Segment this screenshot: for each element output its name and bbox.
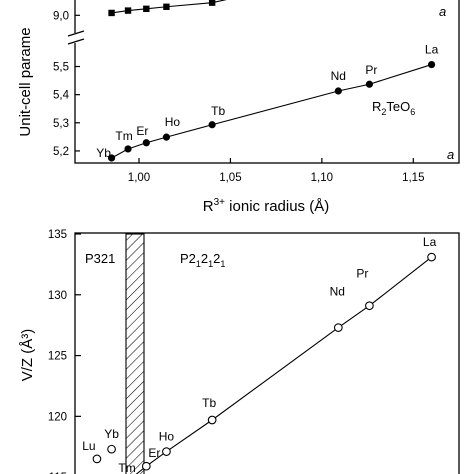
point-label: La xyxy=(425,43,439,57)
x-tick-label: 1,10 xyxy=(311,172,333,184)
point-label: La xyxy=(423,235,437,249)
data-point xyxy=(365,80,373,88)
x-axis-label: R3+ ionic radius (Å) xyxy=(203,197,329,215)
point-label: Nd xyxy=(330,285,345,299)
point-label: Yb xyxy=(96,146,111,160)
y-tick-label: 130 xyxy=(48,290,67,302)
data-point xyxy=(208,121,216,129)
point-label: Tm xyxy=(115,129,132,143)
data-point-square xyxy=(108,9,115,17)
data-point-square xyxy=(208,0,216,6)
y-tick-label: 5,2 xyxy=(53,146,69,158)
phase-label-p212121: P212121 xyxy=(180,251,225,269)
point-label: Pr xyxy=(365,63,377,77)
phase-boundary-band xyxy=(125,233,145,474)
panel-a: 1,00 1,05 1,10 1,15 5,2 5,3 5,4 5,5 9,0 Yb Tm Er Ho… xyxy=(17,0,460,215)
x-tick-label: 1,00 xyxy=(128,172,150,184)
y-tick-label: 115 xyxy=(49,472,67,474)
point-label: Ho xyxy=(159,430,175,444)
point-label: Nd xyxy=(331,69,346,83)
data-point xyxy=(124,145,132,153)
panel-b-frame xyxy=(74,232,460,474)
data-point-open xyxy=(92,454,102,464)
panel-a-frame xyxy=(74,0,460,164)
data-point xyxy=(162,133,171,141)
point-label: Yb xyxy=(104,427,119,441)
point-label: Lu xyxy=(82,439,95,453)
point-label: Pr xyxy=(356,267,368,281)
data-point-square xyxy=(124,7,132,14)
data-point-open xyxy=(333,323,343,332)
series-line-square xyxy=(111,0,227,14)
data-point-square xyxy=(163,3,170,10)
data-point-square xyxy=(143,5,150,13)
point-label: Tm xyxy=(118,461,135,474)
data-point-open xyxy=(207,415,217,425)
data-point-open xyxy=(427,252,436,262)
point-label: Tb xyxy=(211,104,225,118)
y-tick-label: 120 xyxy=(48,411,67,423)
point-label: Tb xyxy=(202,396,216,410)
data-point-open xyxy=(365,301,374,311)
axis-break-mark xyxy=(67,30,85,37)
phase-label-p321: P321 xyxy=(85,251,115,266)
axis-break-mark xyxy=(67,38,85,45)
x-tick-label: 1,15 xyxy=(402,172,424,184)
point-label: Er xyxy=(148,446,160,460)
data-point xyxy=(142,139,150,147)
y-tick-label: 5,5 xyxy=(53,62,69,74)
y-tick-label: 9,0 xyxy=(53,10,69,22)
point-label: Er xyxy=(136,124,148,138)
y-axis-label-volume: V/Z (Å³) xyxy=(19,329,36,382)
y-tick-label: 135 xyxy=(48,229,67,241)
data-point-open xyxy=(141,461,151,471)
y-tick-label: 5,3 xyxy=(53,118,69,130)
data-point-open xyxy=(162,447,171,456)
y-tick-label: 5,4 xyxy=(53,90,70,102)
panel-corner-label: a xyxy=(447,147,454,162)
data-point xyxy=(427,60,436,69)
data-point xyxy=(107,154,116,162)
panel-b: 115 120 125 130 135 Lu Yb Tm Er Ho Tb Nd Pr La V/Z (… xyxy=(19,229,460,474)
data-point-open xyxy=(107,444,116,454)
x-tick-label: 1,05 xyxy=(219,172,241,184)
y-tick-label: 125 xyxy=(48,351,67,363)
point-label: Ho xyxy=(165,115,181,129)
lattice-a-label: a xyxy=(439,4,446,19)
axis-break-gap xyxy=(70,33,82,43)
data-point xyxy=(334,87,342,95)
formula-label: R2TeO6 xyxy=(372,99,415,117)
y-axis-label: Unit-cell parame xyxy=(17,27,34,136)
